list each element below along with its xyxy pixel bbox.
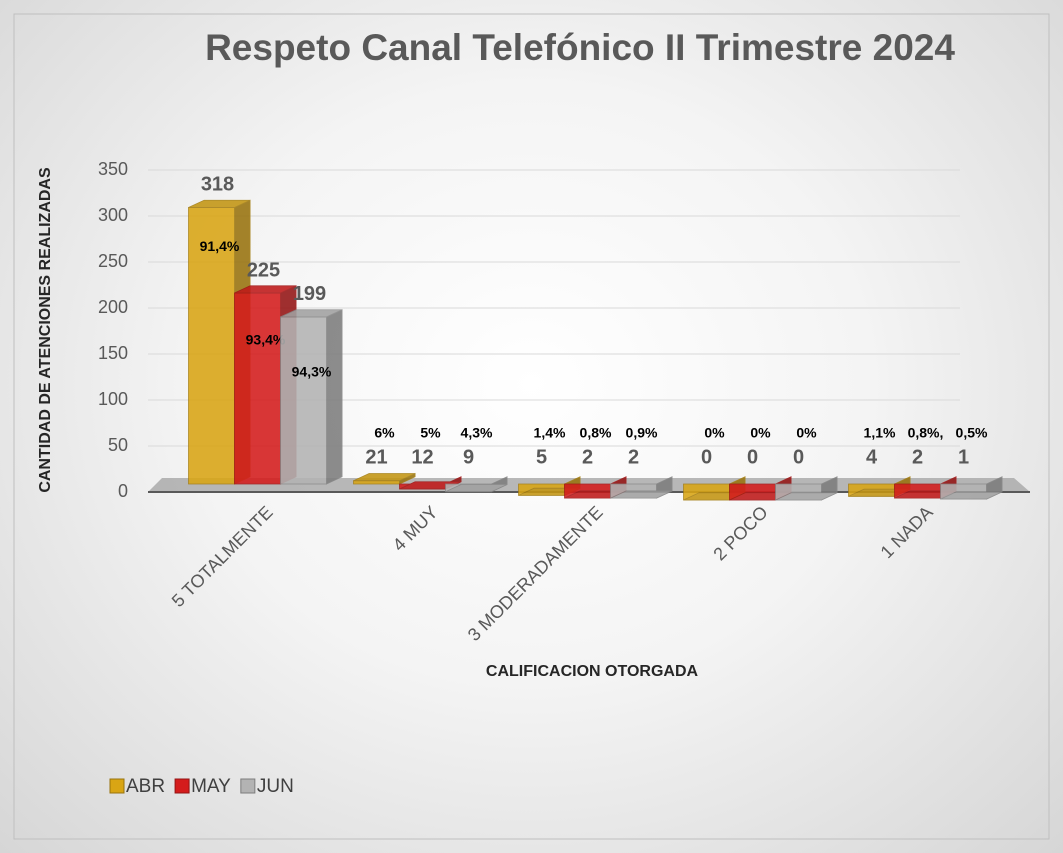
x-tick-label: 4 MUY xyxy=(389,502,442,555)
bar xyxy=(775,476,838,501)
percent-label: 0,5% xyxy=(956,425,988,441)
y-tick-label: 200 xyxy=(98,297,128,317)
y-tick-label: 50 xyxy=(108,435,128,455)
bar-front xyxy=(280,316,327,485)
data-label: 9 xyxy=(463,446,474,468)
percent-label: 94,3% xyxy=(292,364,332,380)
percent-label: 1,4% xyxy=(534,425,566,441)
percent-label: 0,8%, xyxy=(908,425,944,441)
y-axis-title: CANTIDAD DE ATENCIONES REALIZADAS xyxy=(37,167,54,493)
data-label: 12 xyxy=(411,446,433,468)
bar-top xyxy=(610,490,673,499)
percent-label: 6% xyxy=(374,425,395,441)
data-label: 0 xyxy=(793,446,804,468)
bar-top xyxy=(188,199,251,208)
chart-title: Respeto Canal Telefónico II Trimestre 20… xyxy=(205,27,955,68)
bar-top xyxy=(353,473,416,482)
percent-label: 0% xyxy=(796,425,817,441)
chart-border xyxy=(13,13,1050,840)
bar-side xyxy=(326,309,343,485)
x-tick-label: 5 TOTALMENTE xyxy=(168,502,277,611)
bar xyxy=(280,309,343,485)
data-label: 5 xyxy=(536,446,547,468)
y-tick-label: 350 xyxy=(98,159,128,179)
data-label: 1 xyxy=(958,446,969,468)
data-label: 2 xyxy=(628,446,639,468)
percent-label: 0,8% xyxy=(580,425,612,441)
legend-swatch xyxy=(174,778,190,794)
legend-swatch xyxy=(240,778,256,794)
x-axis-title: CALIFICACION OTORGADA xyxy=(486,663,699,680)
percent-label: 1,1% xyxy=(864,425,896,441)
legend-label: JUN xyxy=(257,776,294,797)
percent-label: 0% xyxy=(750,425,771,441)
percent-label: 0% xyxy=(704,425,725,441)
y-tick-label: 0 xyxy=(118,481,128,501)
data-label: 0 xyxy=(701,446,712,468)
x-tick-label: 1 NADA xyxy=(877,502,937,562)
bar xyxy=(353,472,416,485)
bar-top xyxy=(940,491,1003,500)
bar-top xyxy=(445,484,508,493)
bar-top xyxy=(280,309,343,318)
bar-front xyxy=(353,480,400,485)
data-label: 318 xyxy=(201,174,234,196)
data-label: 2 xyxy=(912,446,923,468)
x-tick-label: 3 MODERADAMENTE xyxy=(464,502,607,645)
legend-label: MAY xyxy=(191,776,231,797)
bar xyxy=(445,476,508,493)
data-label: 225 xyxy=(247,259,280,281)
percent-label: 5% xyxy=(420,425,441,441)
y-tick-label: 250 xyxy=(98,251,128,271)
y-tick-label: 300 xyxy=(98,205,128,225)
y-tick-label: 150 xyxy=(98,343,128,363)
percent-label: 0,9% xyxy=(626,425,658,441)
bar xyxy=(610,476,673,499)
percent-label: 91,4% xyxy=(200,238,240,254)
data-label: 199 xyxy=(293,283,326,305)
data-label: 4 xyxy=(866,446,878,468)
bar-top xyxy=(234,285,297,294)
bar-front xyxy=(234,292,281,485)
bar-top xyxy=(775,492,838,501)
data-label: 2 xyxy=(582,446,593,468)
legend-swatch xyxy=(109,778,125,794)
y-tick-label: 100 xyxy=(98,389,128,409)
data-label: 21 xyxy=(365,446,387,468)
x-tick-label: 2 POCO xyxy=(709,502,771,564)
percent-label: 4,3% xyxy=(461,425,493,441)
percent-label: 93,4% xyxy=(246,332,286,348)
data-label: 0 xyxy=(747,446,758,468)
legend-label: ABR xyxy=(126,776,165,797)
bar xyxy=(940,476,1003,500)
